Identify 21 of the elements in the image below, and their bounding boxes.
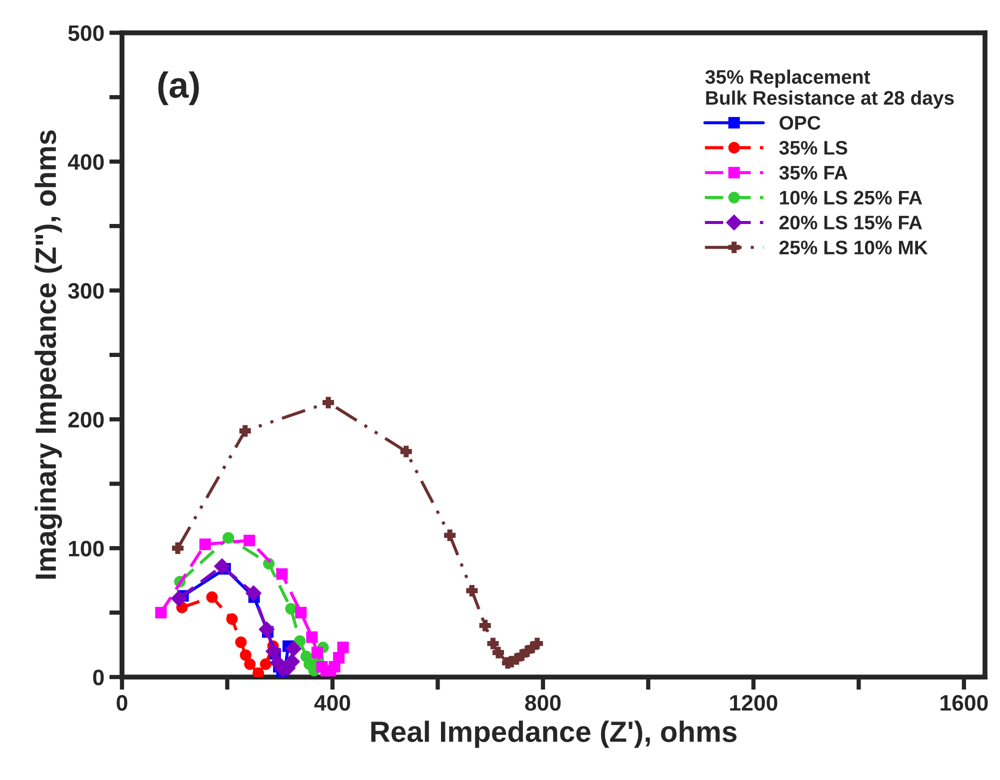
y-tick-label: 500 — [68, 25, 104, 42]
legend-label: 25% LS 10% MK — [779, 240, 928, 254]
y-tick-label: 0 — [93, 670, 104, 686]
x-tick-label: 1600 — [940, 694, 988, 711]
x-axis-title: Real Impedance (Z'), ohms — [371, 720, 736, 748]
x-tick-label: 0 — [116, 694, 128, 711]
x-tick-label: 1200 — [730, 694, 778, 711]
y-tick-label: 100 — [68, 540, 104, 556]
x-tick-label: 800 — [525, 694, 561, 711]
x-tick-label: 400 — [314, 694, 350, 711]
legend-title: 35% Replacement Bulk Resistance at 28 days — [705, 70, 954, 109]
legend-label: 20% LS 15% FA — [779, 216, 922, 230]
y-tick-label: 300 — [68, 283, 104, 299]
legend-label: 35% FA — [779, 166, 848, 180]
y-tick-label: 200 — [68, 412, 104, 428]
legend-label: 35% LS — [779, 140, 848, 155]
y-tick-label: 400 — [68, 154, 104, 170]
annotation: (a) — [158, 71, 199, 106]
y-axis-title: Imaginary Impedance (Z"), ohms — [34, 130, 62, 579]
legend-label: 10% LS 25% FA — [780, 190, 922, 205]
legend-label: OPC — [780, 116, 820, 130]
